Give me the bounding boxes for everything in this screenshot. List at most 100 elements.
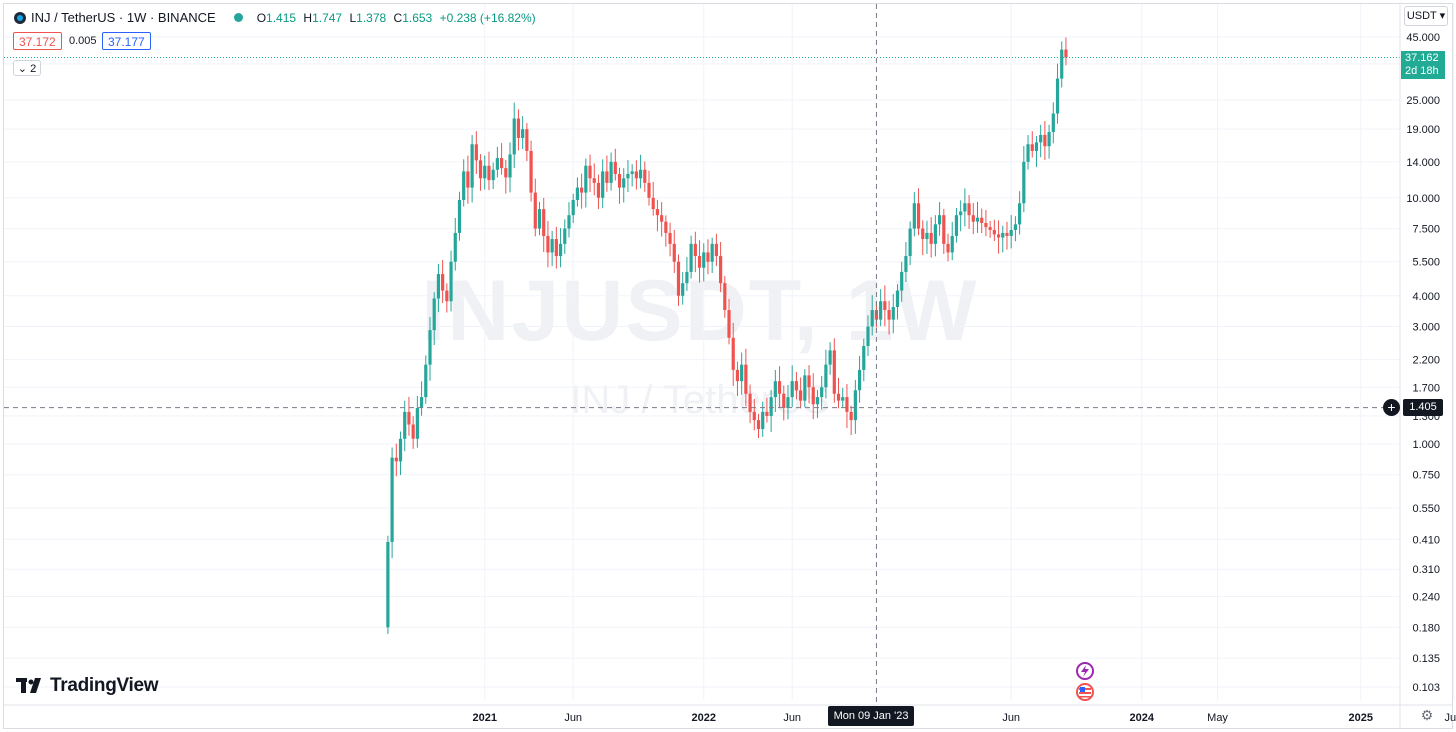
candle-body (1018, 203, 1022, 225)
candle-body (942, 215, 946, 244)
candle-body (912, 203, 916, 229)
candle-body (832, 350, 836, 394)
candle-body (954, 215, 959, 236)
candle-body (820, 387, 824, 398)
high-value: 1.747 (312, 10, 343, 25)
candle-body (474, 144, 478, 161)
candle-body (542, 209, 546, 236)
candle-body (550, 239, 554, 253)
candle-body (756, 420, 761, 430)
candle-body (672, 243, 676, 262)
candle-body (727, 310, 731, 338)
candle-body (643, 169, 647, 183)
candle-body (655, 209, 660, 216)
currency-select[interactable]: USDT ▾ (1404, 6, 1448, 26)
candle-body (992, 229, 996, 235)
candle-body (609, 161, 613, 183)
candle-body (533, 192, 537, 229)
candle-body (975, 217, 980, 222)
candle-body (769, 397, 773, 416)
candle-body (525, 129, 529, 151)
gear-icon[interactable]: ⚙ (1420, 707, 1434, 723)
price-tick-label: 1.700 (1412, 382, 1440, 394)
candle-body (980, 217, 984, 224)
candle-body (441, 274, 445, 291)
candle-body (925, 232, 929, 240)
candle-body (453, 232, 457, 262)
candle-body (857, 369, 862, 391)
candle-body (1013, 224, 1018, 230)
candle-body (386, 541, 390, 628)
change-value: +0.238 (+16.82%) (439, 10, 536, 25)
candle-body (921, 228, 925, 240)
candle-body (1047, 132, 1051, 147)
candle-body (554, 239, 558, 257)
candle-body (777, 381, 782, 394)
candle-body (891, 307, 895, 320)
candle-body (546, 235, 550, 253)
candle-body (419, 397, 424, 409)
lightning-event-icon[interactable] (1076, 662, 1094, 680)
candle-body (1026, 144, 1030, 162)
candle-body (841, 397, 845, 401)
candle-body (933, 224, 937, 244)
candle-body (794, 381, 799, 391)
time-tick-label: May (1207, 712, 1228, 724)
candle-body (1039, 134, 1043, 143)
candle-body (411, 424, 415, 439)
candle-body (516, 118, 521, 138)
crosshair-date-label: Mon 09 Jan '23 (828, 706, 914, 726)
candle-body (782, 393, 786, 409)
candle-body (588, 165, 592, 179)
candle-body (1005, 232, 1009, 236)
candle-body (887, 310, 891, 320)
candle-body (862, 346, 866, 370)
candle-body (761, 411, 765, 430)
us-flag-event-icon[interactable] (1076, 683, 1094, 701)
candle-body (1043, 134, 1047, 147)
time-tick-label: Jun (1002, 712, 1020, 724)
price-tick-label: 14.000 (1406, 157, 1440, 169)
add-alert-plus-icon[interactable]: + (1383, 399, 1400, 416)
indicators-toggle-button[interactable]: ⌄ 2 (13, 60, 41, 76)
spread-value: 0.005 (69, 35, 97, 47)
market-open-icon (233, 13, 243, 22)
candle-body (605, 171, 609, 183)
close-value: 1.653 (402, 10, 433, 25)
tradingview-logo-icon (16, 678, 41, 693)
candle-body (824, 364, 828, 388)
tradingview-logo[interactable]: TradingView (16, 675, 159, 697)
price-tick-label: 0.180 (1412, 622, 1440, 634)
candle-body (563, 228, 567, 244)
candle-body (575, 187, 580, 200)
bar-countdown: 2d 18h (1405, 65, 1439, 77)
candle-body (702, 252, 706, 268)
open-value: 1.415 (266, 10, 297, 25)
price-tick-label: 0.550 (1412, 503, 1440, 515)
candle-body (963, 203, 967, 212)
candle-body (790, 381, 794, 398)
candle-body (504, 168, 508, 178)
symbol-title[interactable]: INJ / TetherUS · 1W · BINANCE (31, 10, 216, 25)
candle-body (803, 375, 807, 401)
candle-body (529, 150, 533, 193)
candle-body (508, 154, 512, 178)
candle-body (971, 215, 975, 222)
open-label: O (256, 10, 267, 25)
price-tick-label: 4.000 (1412, 291, 1440, 303)
sell-button[interactable]: 37.172 (13, 32, 62, 50)
candle-body (895, 290, 900, 308)
time-tick-label: Jun (783, 712, 801, 724)
candle-body (900, 271, 904, 291)
candle-body (584, 165, 588, 193)
currency-label: USDT (1406, 10, 1437, 22)
candle-body (996, 234, 1001, 238)
candle-body (638, 169, 643, 179)
candle-body (740, 364, 744, 382)
candle-body (988, 227, 992, 230)
candle-body (521, 129, 525, 138)
candle-body (478, 160, 483, 179)
injective-logo-icon (14, 11, 26, 24)
buy-button[interactable]: 37.177 (102, 32, 151, 50)
